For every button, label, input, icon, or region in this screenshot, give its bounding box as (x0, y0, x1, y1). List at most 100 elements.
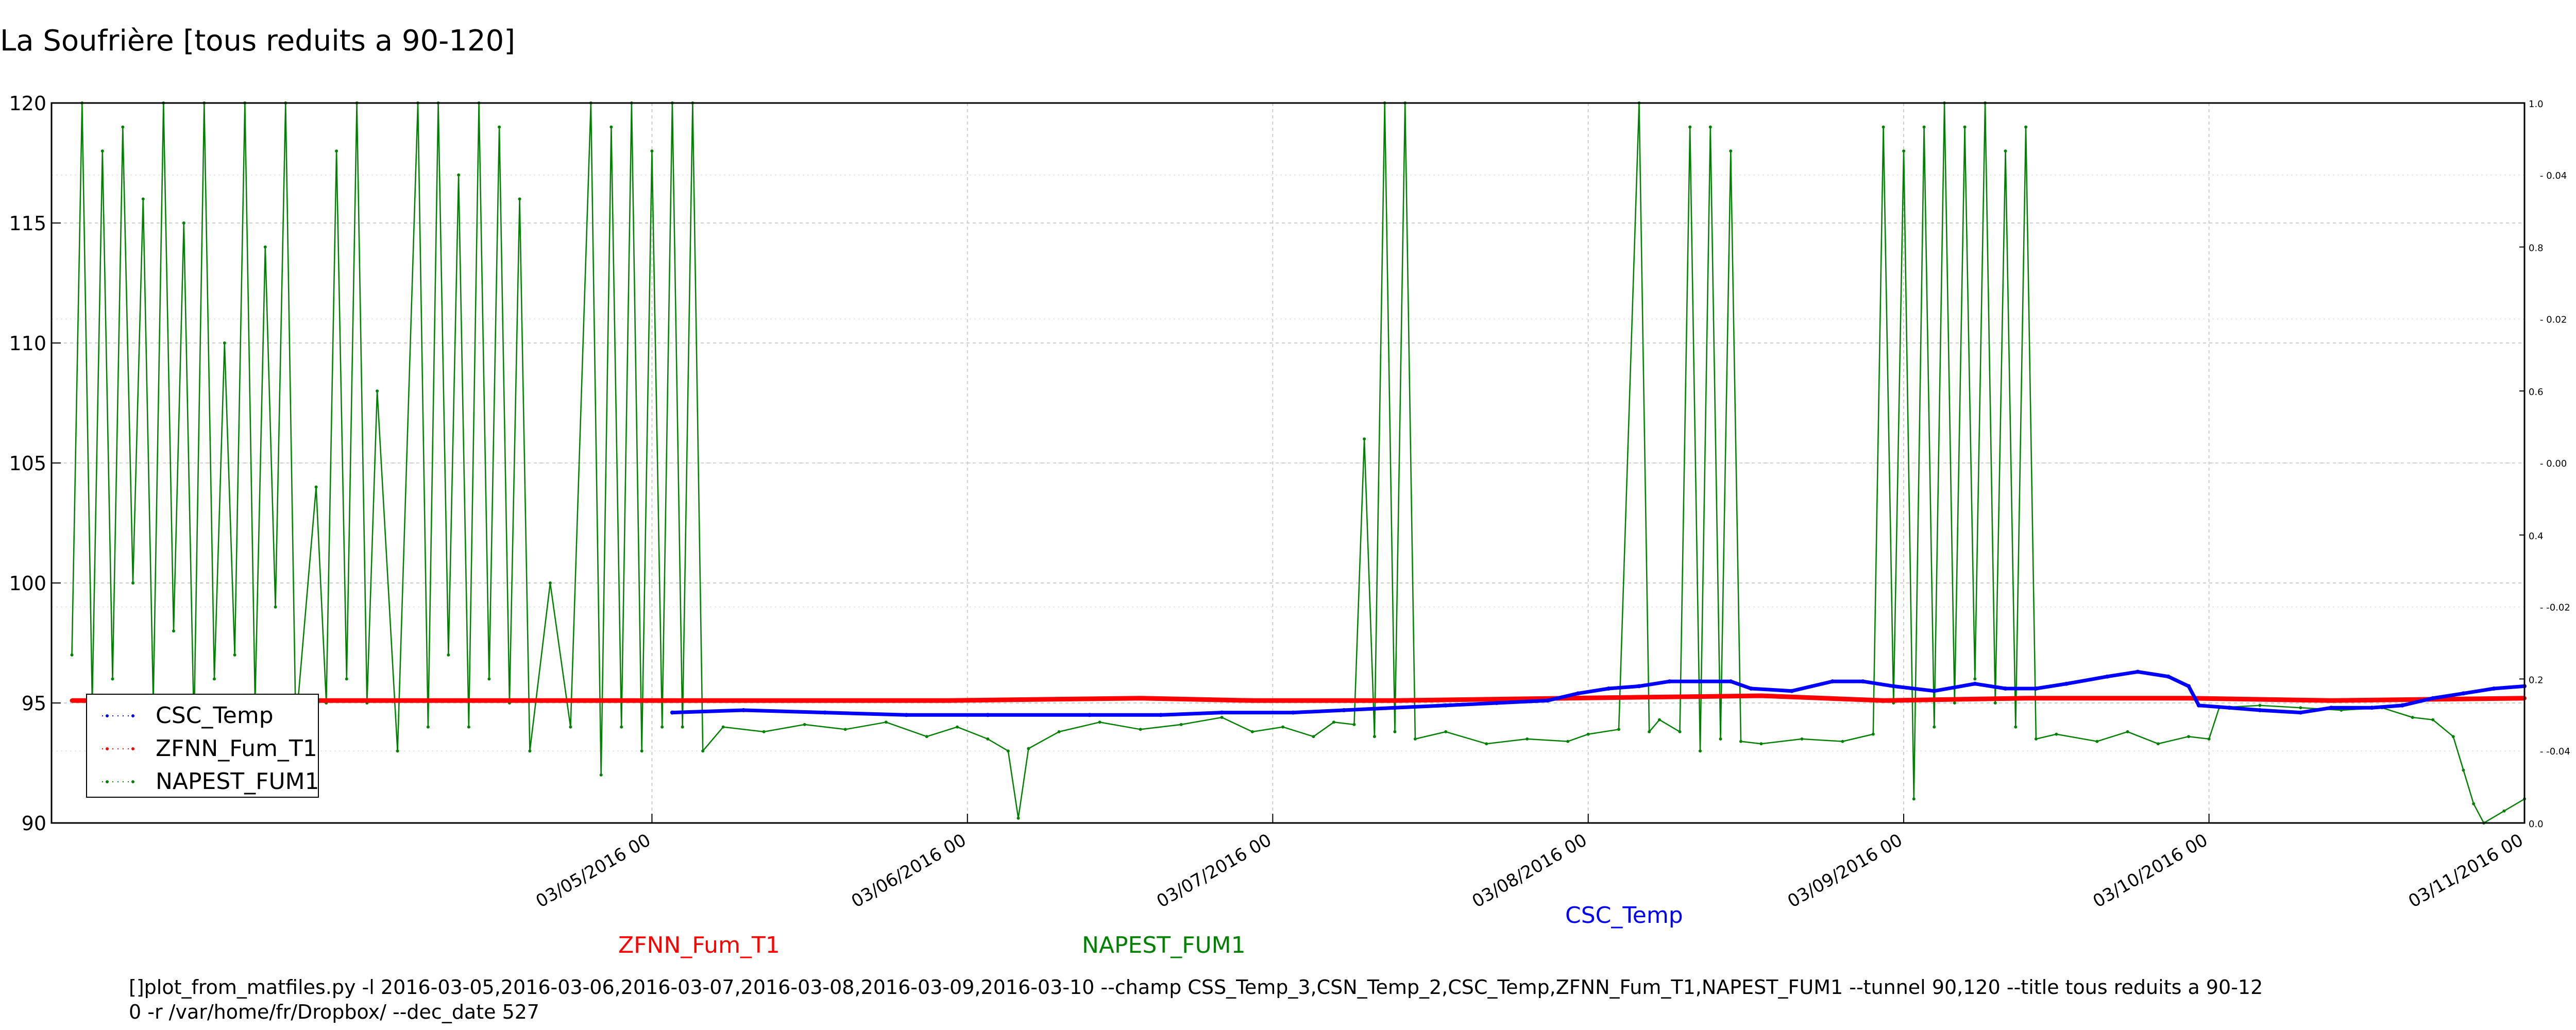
x-tick-label: 03/08/2016 00 (1469, 830, 1591, 912)
y-tick-label: 120 (9, 92, 46, 115)
data-point (1973, 681, 1977, 686)
data-point (884, 720, 888, 724)
data-point (1281, 725, 1285, 729)
legend-label: NAPEST_FUM1 (156, 768, 319, 795)
data-point (1352, 723, 1356, 726)
data-point (1739, 740, 1742, 743)
data-point (1444, 703, 1448, 708)
legend-box (86, 694, 319, 798)
annotation-napest: NAPEST_FUM1 (1082, 932, 1246, 958)
data-point (1973, 677, 1977, 681)
data-point (2187, 696, 2191, 700)
data-point (2004, 149, 2007, 153)
data-point (182, 221, 185, 225)
legend-marker (131, 747, 134, 750)
data-point (447, 653, 450, 657)
data-point (1617, 728, 1620, 731)
data-point (2055, 732, 2058, 736)
legend-marker (106, 780, 109, 783)
data-point (2014, 725, 2018, 729)
command-line-2: 0 -r /var/home/fr/Dropbox/ --dec_date 52… (129, 1001, 540, 1023)
data-point (2034, 737, 2038, 741)
data-point (1526, 737, 1529, 741)
data-point (528, 749, 532, 753)
y-tick-label: 105 (9, 452, 46, 475)
data-point (2298, 710, 2303, 715)
data-point (396, 749, 399, 753)
data-point (1708, 125, 1712, 129)
data-point (1545, 698, 1550, 703)
data-point (1027, 747, 1030, 750)
grid (52, 102, 2525, 823)
data-point (1678, 730, 1682, 733)
y-axis: 90 95 100 105 110 115 120 (9, 92, 61, 835)
data-point (2431, 718, 2435, 722)
data-point (1719, 737, 1722, 741)
data-point (1250, 730, 1254, 733)
data-point (70, 698, 74, 703)
data-point (1922, 125, 1926, 129)
secondary-tick-label: 0.4 (2529, 531, 2544, 542)
data-point (721, 725, 725, 729)
data-point (2472, 802, 2476, 805)
data-point (141, 197, 145, 201)
data-point (2431, 696, 2435, 700)
data-point (741, 708, 746, 712)
data-point (1220, 716, 1224, 719)
data-point (1159, 713, 1163, 717)
data-point (1841, 740, 1844, 743)
data-point (2258, 703, 2262, 707)
data-point (2105, 674, 2110, 679)
data-point (1759, 742, 1763, 746)
x-tick-label: 03/06/2016 00 (848, 830, 970, 912)
data-point (2502, 809, 2506, 813)
data-point (925, 735, 928, 739)
data-point (324, 698, 329, 703)
data-point (1861, 679, 1865, 684)
secondary-minor-label: - 0.00 (2540, 458, 2567, 469)
data-point (1729, 149, 1733, 153)
data-point (1891, 684, 1896, 689)
data-point (1485, 742, 1488, 746)
y-tick-label: 115 (9, 212, 46, 235)
data-point (1789, 689, 1794, 693)
data-point (2187, 735, 2191, 739)
data-point (1494, 701, 1499, 705)
data-point (2258, 708, 2262, 712)
y-tick-label: 90 (22, 812, 46, 835)
data-point (2492, 686, 2496, 691)
data-point (2095, 740, 2099, 743)
data-point (172, 629, 175, 633)
data-point (1250, 698, 1255, 703)
y-tick-label: 110 (9, 332, 46, 355)
secondary-minor-label: - 0.02 (2540, 314, 2567, 325)
data-point (1566, 740, 1570, 743)
data-point (2369, 706, 2374, 710)
data-point (609, 125, 613, 129)
data-point (376, 389, 379, 393)
data-point (2166, 674, 2171, 679)
data-point (2451, 735, 2455, 739)
data-point (670, 710, 674, 715)
data-point (223, 341, 226, 345)
data-point (569, 725, 572, 729)
data-point (1138, 696, 1143, 700)
data-point (762, 730, 766, 733)
data-point (1098, 720, 1101, 724)
data-point (2024, 696, 2028, 700)
data-point (2064, 681, 2069, 686)
data-point (1688, 125, 1692, 129)
data-point (233, 653, 236, 657)
y-tick-label: 95 (22, 692, 46, 715)
data-point (823, 710, 827, 715)
data-point (548, 581, 552, 585)
data-point (1393, 730, 1397, 733)
data-point (681, 725, 684, 729)
secondary-y-axis: 0.0 0.2 0.4 0.6 0.8 1.0 - -0.04 - -0.02 - 0.00 - … (2519, 99, 2570, 830)
data-point (1372, 735, 1376, 739)
secondary-tick-label: 0.0 (2529, 819, 2544, 830)
data-point (1393, 706, 1397, 710)
data-point (518, 197, 521, 201)
data-point (2024, 125, 2028, 129)
